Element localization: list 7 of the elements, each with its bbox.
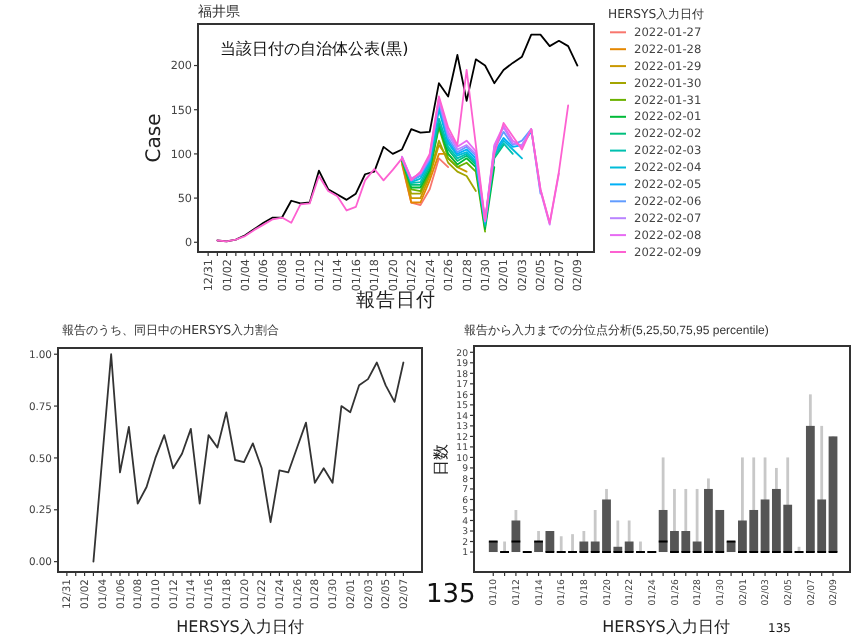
y-axis-title: 日数 [432, 444, 450, 476]
x-axis-title: 報告日付 [356, 288, 436, 312]
x-axis-title: HERSYS入力日付 [176, 618, 304, 636]
text: 135 [426, 580, 476, 610]
y-axis-title: Case [144, 113, 166, 163]
annotation: 当該日付の自治体公表(黒) [220, 40, 409, 58]
x-axis-title: HERSYS入力日付 [602, 618, 730, 636]
